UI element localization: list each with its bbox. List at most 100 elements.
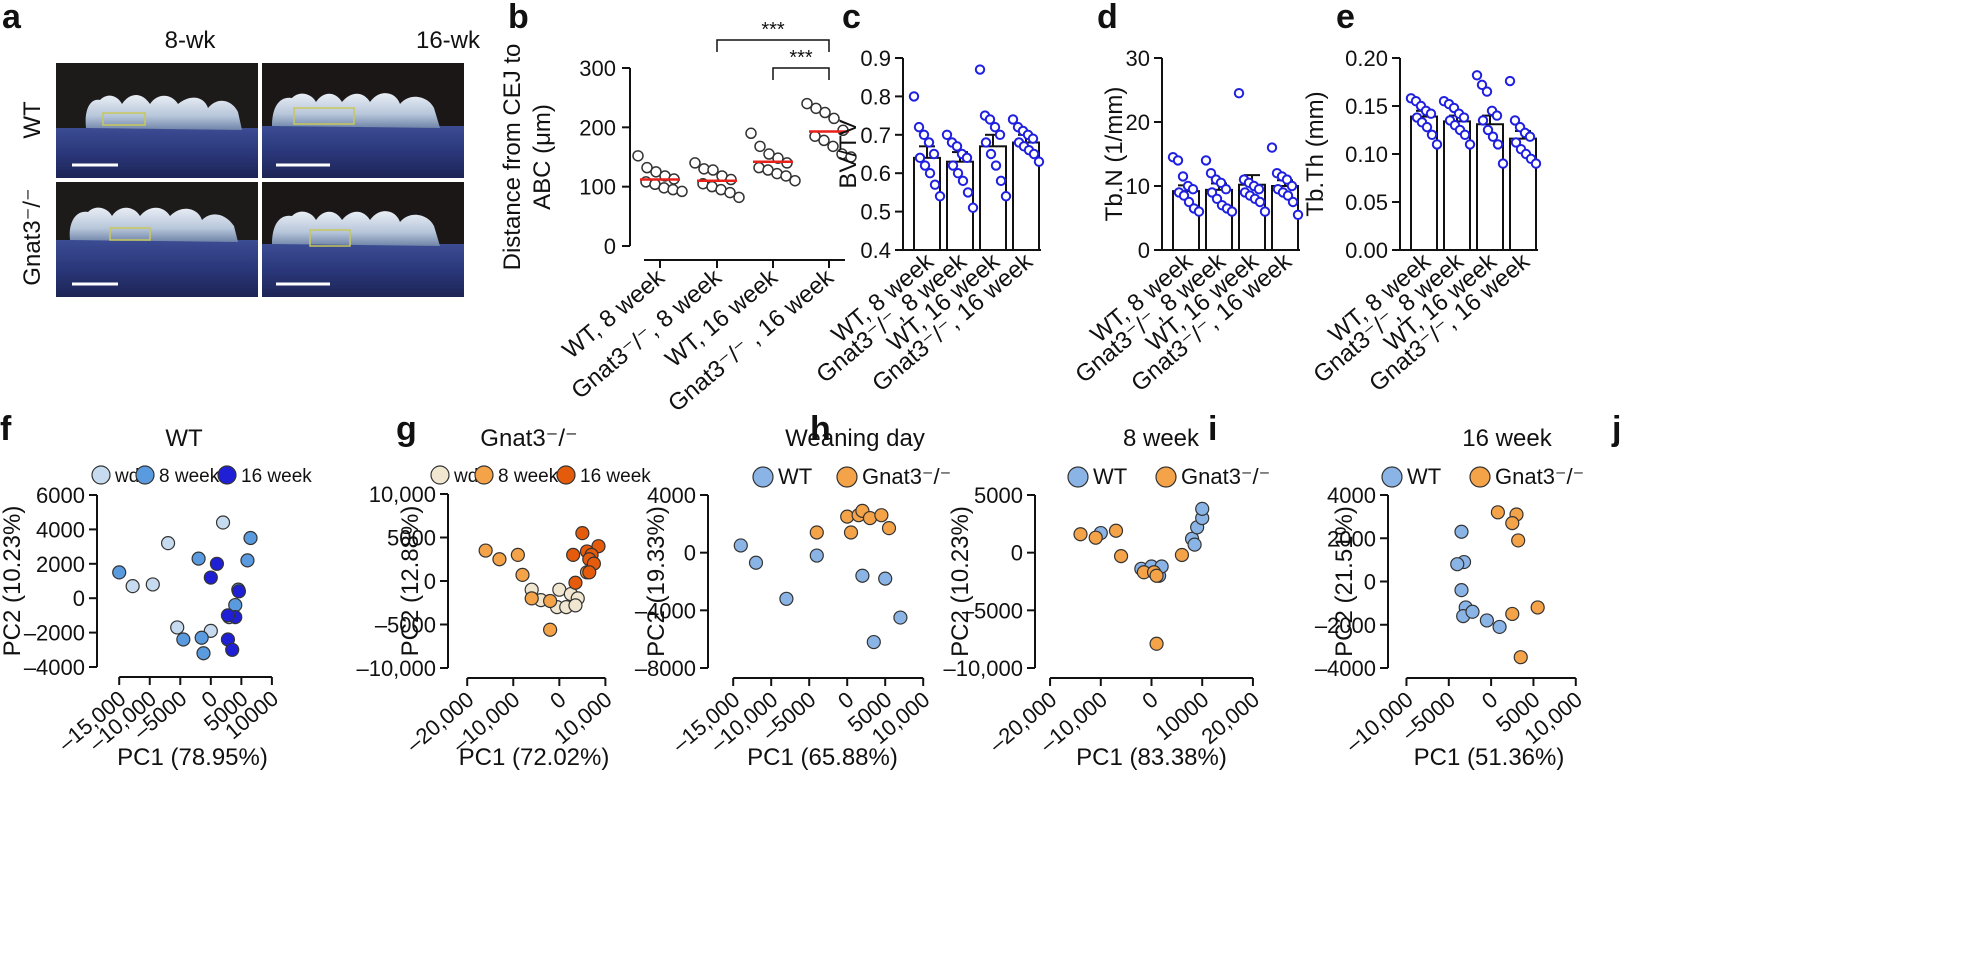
f-legend-marker xyxy=(91,465,111,485)
h-data-point xyxy=(874,508,889,523)
j-legend-label: WT xyxy=(1407,464,1441,489)
h-data-point xyxy=(878,571,893,586)
f-y-tick-label: 2000 xyxy=(36,552,85,577)
i-legend-marker xyxy=(1155,466,1177,488)
e-data-point xyxy=(1459,129,1471,141)
g-legend-marker xyxy=(430,465,450,485)
g-data-point xyxy=(543,593,558,609)
c-data-point xyxy=(994,129,1006,141)
col-label-16wk: 16-wk xyxy=(416,27,481,54)
d-data-point xyxy=(1286,180,1298,192)
f-data-point xyxy=(231,584,247,599)
panel-f-chart: –4000–20000200040006000–15,000–10,000–50… xyxy=(0,425,312,771)
e-y-axis-label: Tb.Th (mm) xyxy=(1302,91,1329,216)
panel-letter-g: g xyxy=(396,410,417,448)
f-legend-marker xyxy=(217,465,237,485)
h-legend-marker xyxy=(836,466,858,488)
f-data-point xyxy=(145,577,160,592)
e-y-tick-label: 0.15 xyxy=(1345,94,1388,119)
f-data-point xyxy=(112,565,127,580)
col-label-8wk: 8-wk xyxy=(165,27,217,54)
b-data-point xyxy=(676,185,688,198)
f-legend-label: wd xyxy=(114,466,139,487)
c-data-point xyxy=(990,160,1002,171)
b-data-point xyxy=(810,102,822,115)
h-data-point xyxy=(843,525,859,540)
h-y-axis-label: PC2 (19.33%) xyxy=(643,506,670,657)
b-significance-bracket xyxy=(772,67,830,80)
g-y-tick-label: 5000 xyxy=(387,526,436,551)
b-data-point xyxy=(828,112,840,125)
b-data-point xyxy=(745,127,757,140)
micrograph-wt-8wk xyxy=(56,63,258,178)
g-legend-marker xyxy=(556,465,576,485)
g-data-point xyxy=(582,565,597,580)
d-data-point xyxy=(1220,184,1232,195)
j-y-axis-label: PC2 (21.51%) xyxy=(1331,506,1358,657)
c-data-point xyxy=(941,129,953,141)
f-data-point xyxy=(176,632,191,647)
i-data-point xyxy=(1149,568,1164,583)
h-y-tick-label: 4000 xyxy=(647,483,696,508)
e-y-tick-label: 0.20 xyxy=(1345,46,1388,71)
e-data-point xyxy=(1524,131,1536,142)
b-data-point xyxy=(724,186,736,199)
g-y-tick-label: 0 xyxy=(424,569,436,594)
b-data-point xyxy=(780,170,792,182)
g-data-point xyxy=(515,567,530,583)
c-data-point xyxy=(919,160,931,171)
b-data-point xyxy=(827,140,839,153)
h-legend-marker xyxy=(752,466,774,488)
panel-letter-a: a xyxy=(2,0,22,36)
e-data-point xyxy=(1530,158,1542,169)
j-data-point xyxy=(1454,524,1469,539)
c-y-tick-label: 0.9 xyxy=(860,46,891,71)
h-data-point xyxy=(809,525,824,540)
j-data-point xyxy=(1505,606,1520,622)
panel-letter-e: e xyxy=(1336,0,1355,36)
j-legend-marker xyxy=(1381,466,1403,488)
b-data-point xyxy=(754,140,766,153)
e-data-point xyxy=(1477,115,1489,126)
e-y-tick-label: 0.10 xyxy=(1345,142,1388,167)
i-data-point xyxy=(1174,547,1190,563)
i-y-tick-label: –5000 xyxy=(962,598,1023,623)
c-data-point xyxy=(928,148,940,160)
j-data-point xyxy=(1511,533,1526,548)
i-data-point xyxy=(1195,501,1210,516)
c-data-point xyxy=(929,179,941,190)
f-data-point xyxy=(170,620,185,635)
d-y-tick-label: 10 xyxy=(1126,174,1150,199)
b-data-point xyxy=(641,161,653,174)
g-data-point xyxy=(568,598,583,613)
b-data-point xyxy=(733,191,745,204)
e-data-point xyxy=(1431,139,1443,150)
c-y-tick-label: 0.6 xyxy=(860,161,891,186)
j-y-tick-label: –4000 xyxy=(1315,656,1376,681)
f-y-tick-label: –2000 xyxy=(24,621,85,646)
micrograph-wt-16wk xyxy=(262,63,464,178)
e-data-point xyxy=(1509,115,1521,126)
f-data-point xyxy=(203,570,218,585)
panel-letter-j: j xyxy=(1611,410,1621,448)
b-y-tick-label: 200 xyxy=(579,115,616,140)
e-data-point xyxy=(1471,70,1483,81)
b-y-tick-label: 100 xyxy=(579,175,616,200)
g-y-tick-label: 10,000 xyxy=(369,482,436,507)
g-legend-label: 16 week xyxy=(580,466,651,487)
g-data-point xyxy=(543,622,558,637)
g-legend-label: 8 week xyxy=(498,466,559,487)
c-y-tick-label: 0.5 xyxy=(860,200,891,225)
j-y-tick-label: 4000 xyxy=(1327,483,1376,508)
d-data-point xyxy=(1172,155,1184,166)
j-data-point xyxy=(1450,557,1465,572)
d-data-point xyxy=(1177,171,1189,182)
e-data-point xyxy=(1425,108,1437,119)
j-data-point xyxy=(1530,600,1545,615)
g-data-point xyxy=(524,591,539,606)
f-y-tick-label: 4000 xyxy=(36,517,85,542)
row-label-wt: WT xyxy=(19,101,46,139)
j-data-point xyxy=(1490,505,1505,520)
